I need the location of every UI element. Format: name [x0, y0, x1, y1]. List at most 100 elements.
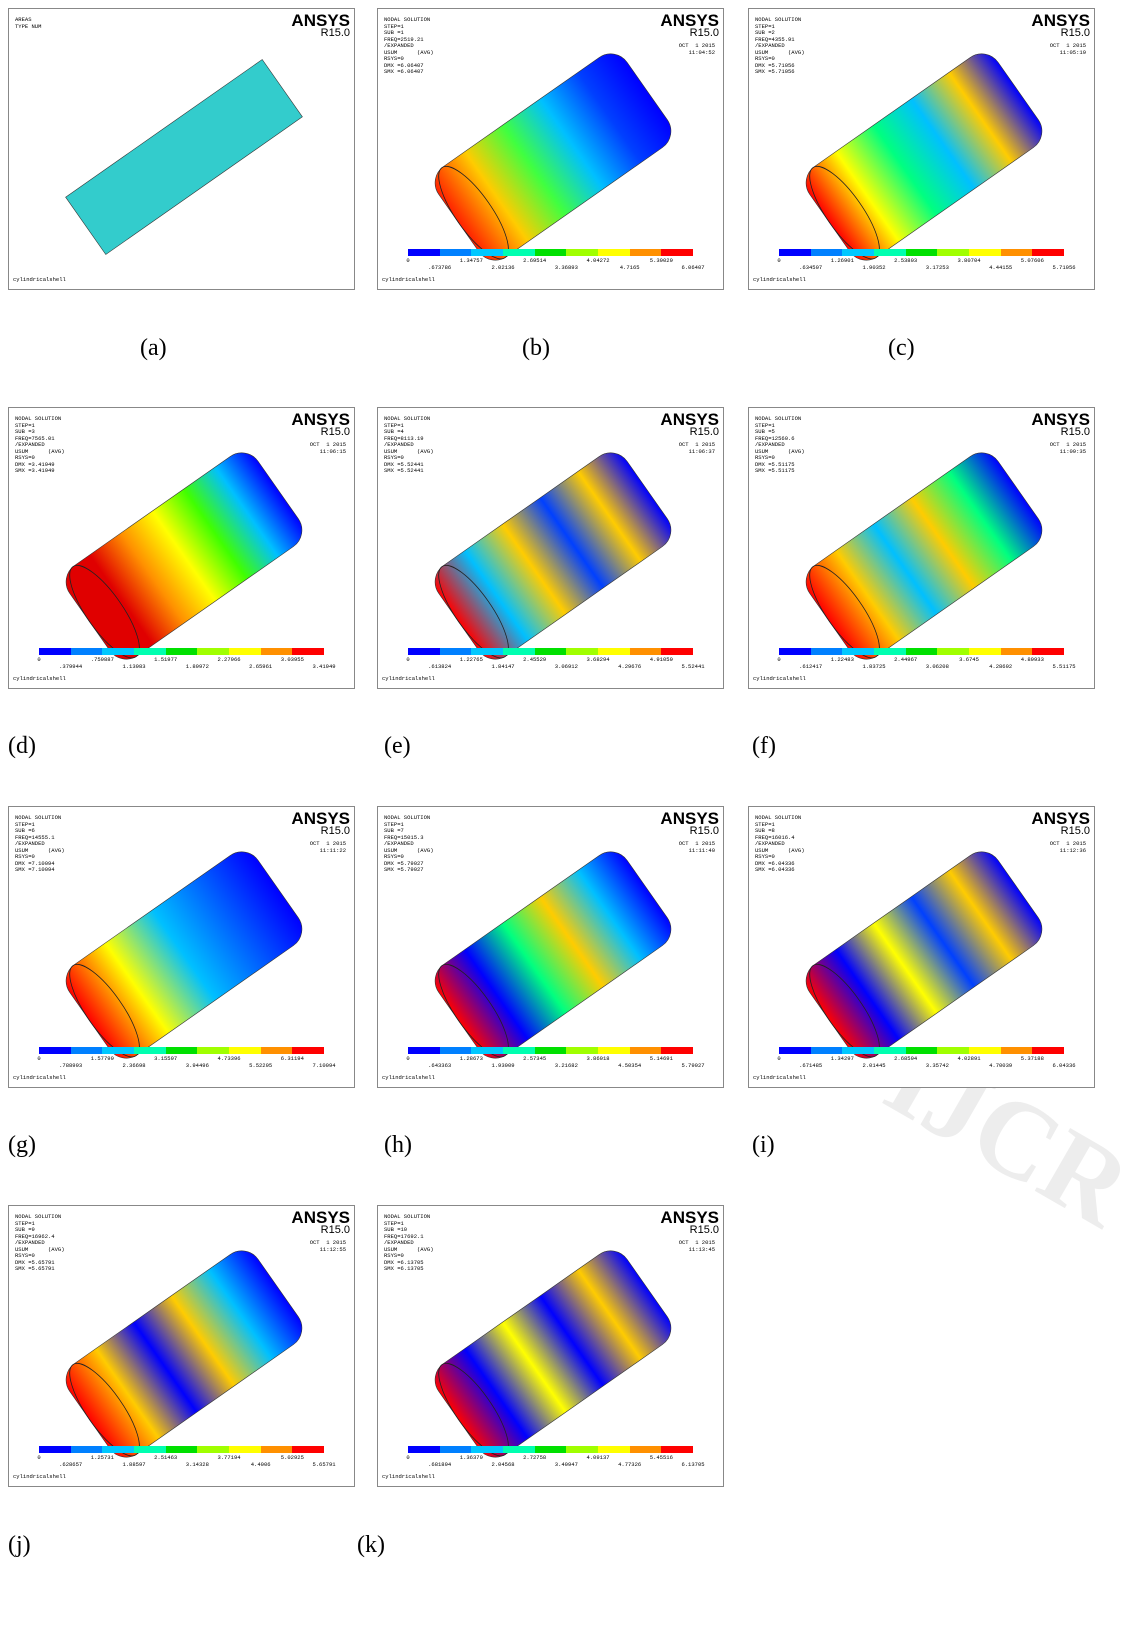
panel-label: (k) [357, 1532, 385, 1559]
legend-label: 1.88597 [122, 1462, 145, 1469]
legend-band [661, 1446, 693, 1453]
legend-band [842, 1047, 874, 1054]
legend-label: 3.03955 [281, 657, 304, 664]
panel-label: (e) [384, 733, 411, 760]
legend-label: .628657 [59, 1462, 82, 1469]
legend-label: 1.84147 [491, 664, 514, 671]
legend-label: 5.02925 [281, 1455, 304, 1462]
info-line: SMX =5.51175 [755, 468, 795, 475]
page: IJCR ANSYSR15.0AREASTYPE NUMcylindricals… [0, 0, 1144, 1629]
legend-label: 5.52295 [249, 1063, 272, 1070]
legend-label: 3.06208 [926, 664, 949, 671]
legend-band [661, 249, 693, 256]
legend-band [661, 648, 693, 655]
legend-label: 1.34297 [831, 1056, 854, 1063]
legend-label: 3.06912 [555, 664, 578, 671]
legend-label: 1.22483 [831, 657, 854, 664]
date-line: 11:11:22 [320, 848, 346, 855]
date-line: 11:12:55 [320, 1247, 346, 1254]
footer: cylindricalshell [13, 676, 66, 683]
legend-label: 2.53803 [894, 258, 917, 265]
legend-label: 1.93009 [491, 1063, 514, 1070]
legend-label: .681894 [428, 1462, 451, 1469]
legend-band [440, 648, 472, 655]
legend-label: 6.04336 [1052, 1063, 1075, 1070]
legend-label: 5.14691 [650, 1056, 673, 1063]
cylinder [798, 445, 1049, 667]
version: R15.0 [1061, 825, 1090, 837]
footer: cylindricalshell [382, 1075, 435, 1082]
legend-band [292, 648, 324, 655]
legend-label: 7.10094 [312, 1063, 335, 1070]
legend-band [535, 1047, 567, 1054]
legend-band [630, 249, 662, 256]
legend-label: 3.6745 [959, 657, 979, 664]
footer: cylindricalshell [753, 277, 806, 284]
legend-label: 0 [37, 657, 40, 664]
legend-band [440, 1446, 472, 1453]
legend-band [39, 1446, 71, 1453]
legend-label: 3.35742 [926, 1063, 949, 1070]
legend-band [292, 1446, 324, 1453]
legend-label: 4.44155 [989, 265, 1012, 272]
footer: cylindricalshell [753, 1075, 806, 1082]
legend-band [630, 1047, 662, 1054]
date-line: 11:04:52 [689, 50, 715, 57]
legend-band [197, 648, 229, 655]
panel-label: (b) [522, 335, 550, 362]
legend-band [39, 1047, 71, 1054]
legend-band [229, 1446, 261, 1453]
legend-band [197, 1446, 229, 1453]
legend-label: 3.41949 [312, 664, 335, 671]
legend-label: 5.71056 [1052, 265, 1075, 272]
legend-label: 3.21682 [555, 1063, 578, 1070]
legend-label: 4.7165 [620, 265, 640, 272]
info-line: SMX =6.06407 [384, 69, 424, 76]
legend-band [261, 1047, 293, 1054]
legend-label: 1.13983 [122, 664, 145, 671]
legend-band [535, 249, 567, 256]
info-line: SMX =7.10094 [15, 867, 55, 874]
footer: cylindricalshell [13, 1075, 66, 1082]
legend-band [937, 648, 969, 655]
version: R15.0 [690, 27, 719, 39]
legend-band [440, 249, 472, 256]
legend-band [906, 648, 938, 655]
legend-label: 2.36698 [122, 1063, 145, 1070]
legend-label: 3.40947 [555, 1462, 578, 1469]
legend-band [874, 249, 906, 256]
cylinder [798, 844, 1049, 1066]
legend-label: 4.89933 [1021, 657, 1044, 664]
legend-band [166, 1047, 198, 1054]
legend-band [408, 1047, 440, 1054]
info-line: SMX =5.52441 [384, 468, 424, 475]
legend-label: 3.68294 [586, 657, 609, 664]
legend-band [503, 1446, 535, 1453]
legend-band [471, 1047, 503, 1054]
legend-band [535, 648, 567, 655]
legend-label: 3.36893 [555, 265, 578, 272]
version: R15.0 [1061, 426, 1090, 438]
legend-band [566, 1446, 598, 1453]
legend-label: 3.15597 [154, 1056, 177, 1063]
footer: cylindricalshell [382, 676, 435, 683]
legend-label: 0 [37, 1455, 40, 1462]
legend-label: 0 [406, 657, 409, 664]
legend-label: 5.79027 [681, 1063, 704, 1070]
cylinder [58, 844, 309, 1066]
legend-label: 3.86018 [586, 1056, 609, 1063]
cylinder [427, 445, 678, 667]
legend-label: 5.37188 [1021, 1056, 1044, 1063]
date-line: 11:11:40 [689, 848, 715, 855]
panel-label: (d) [8, 733, 36, 760]
legend-band [969, 648, 1001, 655]
panel-label: (g) [8, 1132, 36, 1159]
legend-band [71, 1047, 103, 1054]
legend-band [811, 648, 843, 655]
legend-label: 1.57799 [91, 1056, 114, 1063]
legend-label: 5.07606 [1021, 258, 1044, 265]
cylinder [427, 46, 678, 268]
legend-label: 5.51175 [1052, 664, 1075, 671]
legend-label: .613824 [428, 664, 451, 671]
